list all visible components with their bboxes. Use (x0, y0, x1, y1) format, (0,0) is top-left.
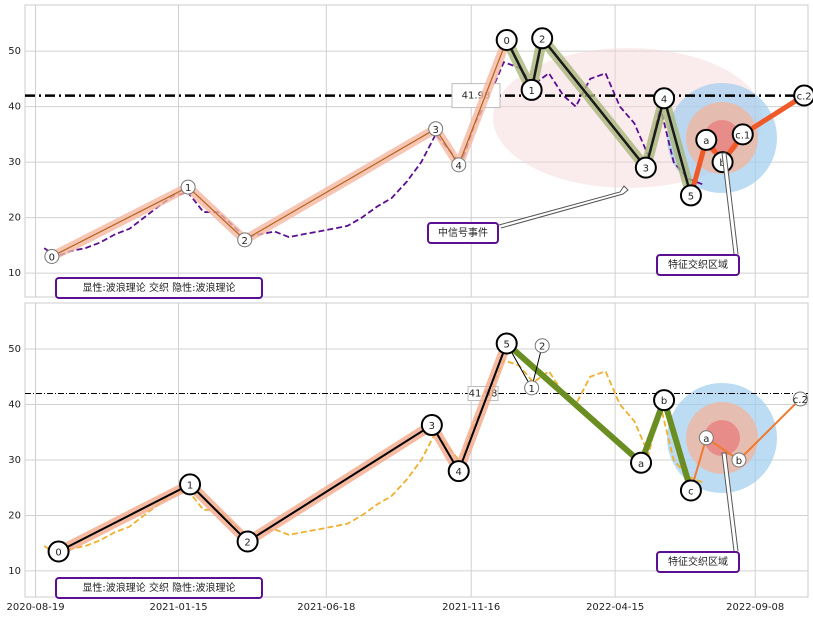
wave-label: c (688, 486, 694, 497)
wave-label: 1 (185, 183, 191, 194)
wave-marker (447, 460, 470, 483)
wave-marker (731, 123, 754, 146)
wave-label: 0 (49, 252, 55, 263)
wave-line (51, 39, 508, 258)
wave-marker (653, 87, 676, 110)
price-line (43, 359, 703, 556)
y-tick-label: 20 (8, 510, 21, 521)
x-tick-label: 2021-11-16 (442, 602, 500, 613)
legend-text: 显性:波浪理论 交织 隐性:波浪理论 (82, 581, 235, 594)
legend-box (55, 277, 263, 299)
wave-label: b (661, 396, 667, 407)
annotation-box (656, 551, 740, 573)
wave-marker (534, 338, 550, 354)
wave-label: c.2 (793, 395, 808, 406)
wave-label: a (703, 136, 709, 147)
wave-label: 4 (661, 94, 667, 105)
wave-marker (698, 430, 714, 446)
highlight-zone (704, 420, 740, 456)
wave-marker (495, 332, 518, 355)
x-tick-label: 2022-04-15 (586, 602, 644, 613)
wave-marker (179, 473, 202, 496)
wave-label: b (719, 158, 725, 169)
wave-marker (679, 184, 702, 207)
wave-marker (44, 248, 60, 264)
wave-label: c.2 (797, 91, 812, 102)
y-tick-label: 50 (8, 46, 21, 57)
wave-line (689, 398, 802, 491)
wave-label: 2 (242, 236, 248, 247)
y-tick-label: 50 (8, 344, 21, 355)
wave-marker (180, 179, 196, 195)
wave-line (58, 343, 508, 553)
x-tick-label: 2021-01-15 (149, 602, 207, 613)
wave-label: 0 (55, 548, 61, 559)
wave-label: 3 (433, 125, 439, 136)
wave-label: 4 (456, 467, 462, 478)
wave-marker (451, 157, 467, 173)
wave-label: 5 (688, 191, 694, 202)
level-label: 41.98 (462, 91, 491, 102)
wave-marker (47, 540, 70, 563)
annotation: 特征交织区域 (668, 555, 728, 568)
annotation: 中信号事件 (438, 226, 488, 239)
wave-marker (236, 530, 259, 553)
wave-marker (495, 28, 518, 51)
annotation-box (427, 222, 499, 244)
wave-label: 5 (504, 339, 510, 350)
callout-arrow (721, 152, 739, 255)
wave-marker (792, 391, 808, 407)
wave-marker (679, 479, 702, 502)
wave-marker (237, 232, 253, 248)
wave-marker (520, 78, 543, 101)
wave-label: a (703, 434, 709, 445)
wave-marker (695, 128, 718, 151)
wave-label: 2 (244, 538, 250, 549)
wave-label: c.1 (735, 130, 750, 141)
wave-label: 2 (539, 342, 545, 353)
wave-label: 0 (504, 36, 510, 47)
annotation-box (656, 254, 740, 276)
price-line (43, 61, 703, 258)
wave-marker (731, 452, 747, 468)
y-tick-label: 40 (8, 102, 21, 113)
wave-marker (524, 380, 540, 396)
legend-text: 显性:波浪理论 交织 隐性:波浪理论 (82, 281, 235, 294)
wave-label: 1 (528, 86, 534, 97)
x-tick-label: 2022-09-08 (726, 602, 784, 613)
x-tick-label: 2020-08-19 (6, 602, 64, 613)
y-tick-label: 30 (8, 157, 21, 168)
wave-marker (428, 121, 444, 137)
y-tick-label: 30 (8, 455, 21, 466)
y-tick-label: 10 (8, 268, 21, 279)
wave-marker (630, 451, 653, 474)
wave-marker (531, 27, 554, 50)
wave-label: b (736, 456, 742, 467)
wave-label: 1 (187, 480, 193, 491)
wave-label: a (638, 459, 644, 470)
callout-arrow (498, 185, 629, 229)
wave-marker (634, 156, 657, 179)
wave-label: 1 (528, 384, 534, 395)
wave-line (504, 341, 694, 492)
wave-label: 3 (429, 421, 435, 432)
callout-arrow (721, 452, 739, 552)
x-tick-label: 2021-06-18 (297, 602, 355, 613)
y-tick-label: 40 (8, 400, 21, 411)
wave-marker (653, 389, 676, 412)
y-tick-label: 20 (8, 213, 21, 224)
wave-marker (793, 84, 813, 107)
wave-label: 4 (456, 161, 462, 172)
wave-label: 3 (643, 164, 649, 175)
wave-label: 2 (539, 34, 545, 45)
y-tick-label: 10 (8, 566, 21, 577)
annotation: 特征交织区域 (668, 258, 728, 271)
legend-box (55, 577, 263, 599)
wave-marker (420, 414, 443, 437)
